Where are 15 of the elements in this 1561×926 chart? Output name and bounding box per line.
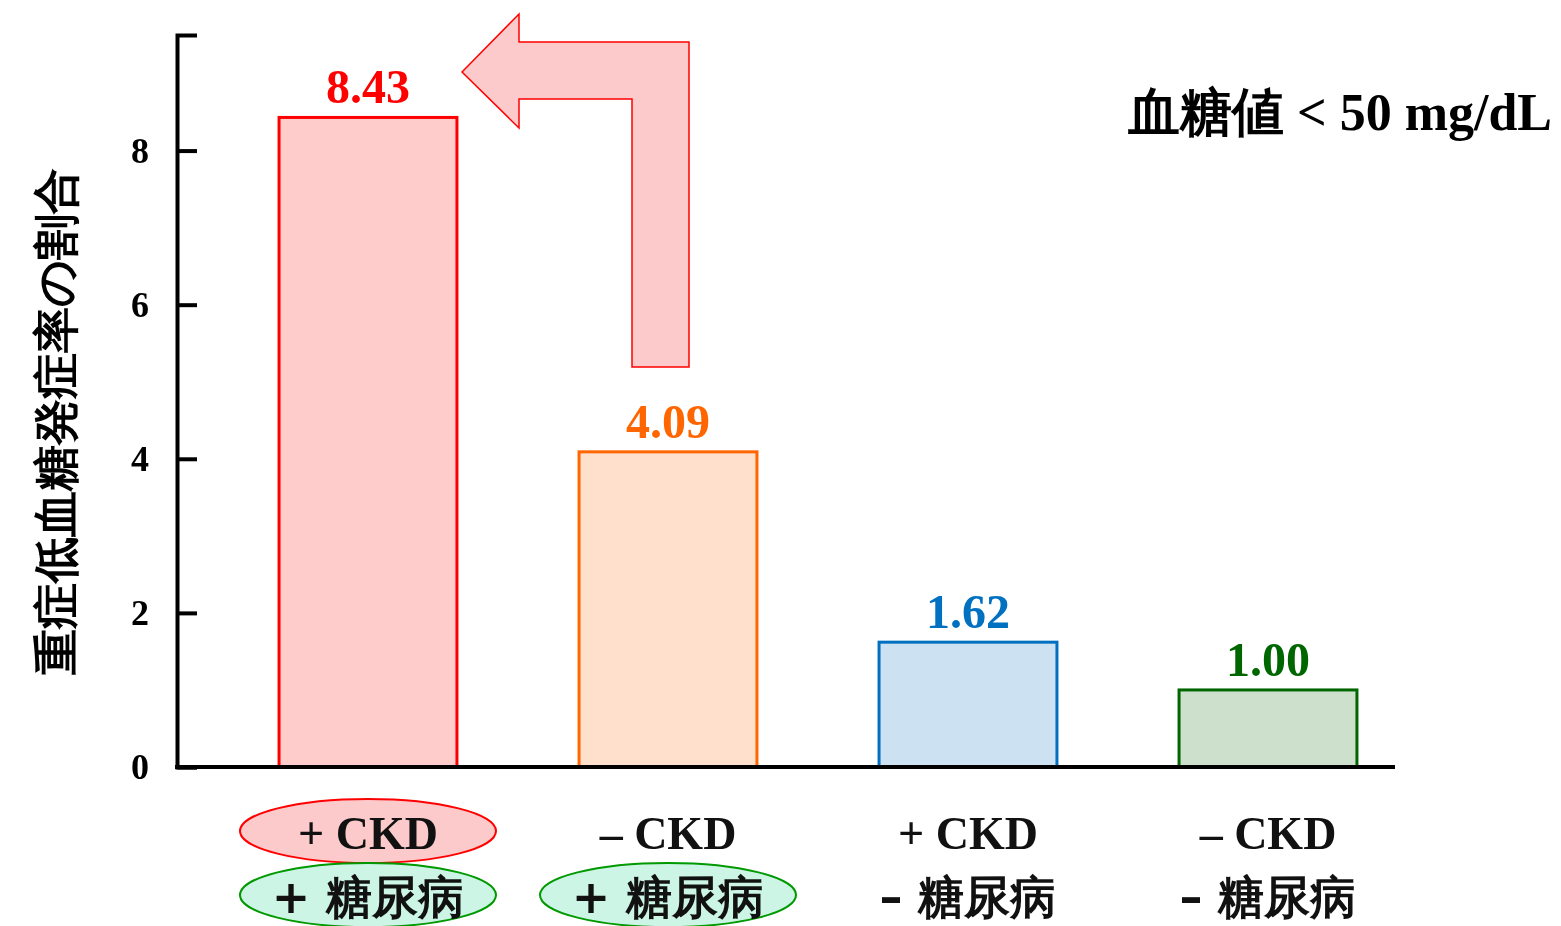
data-label: 1.62 [926, 585, 1010, 639]
x-tick-label: – CKD + 糖尿病 [571, 808, 765, 924]
y-tick-label: 4 [131, 438, 149, 479]
y-tick-label: 2 [131, 592, 149, 633]
x-tick-label: – CKD – 糖尿病 [1179, 808, 1357, 924]
x-tick-label: + CKD + 糖尿病 [271, 808, 465, 924]
annotation: 血糖値 < 50 mg/dL [1127, 84, 1552, 141]
y-tick-label: 8 [131, 130, 149, 171]
data-label: 4.09 [626, 394, 710, 448]
y-tick-label: 0 [131, 747, 149, 788]
y-axis-title: 重症低血糖発症率の割合 [29, 167, 83, 675]
data-label: 8.43 [326, 60, 410, 114]
y-tick-label: 6 [131, 284, 149, 325]
data-label: 1.00 [1226, 632, 1310, 686]
x-tick-label: + CKD – 糖尿病 [879, 808, 1057, 924]
